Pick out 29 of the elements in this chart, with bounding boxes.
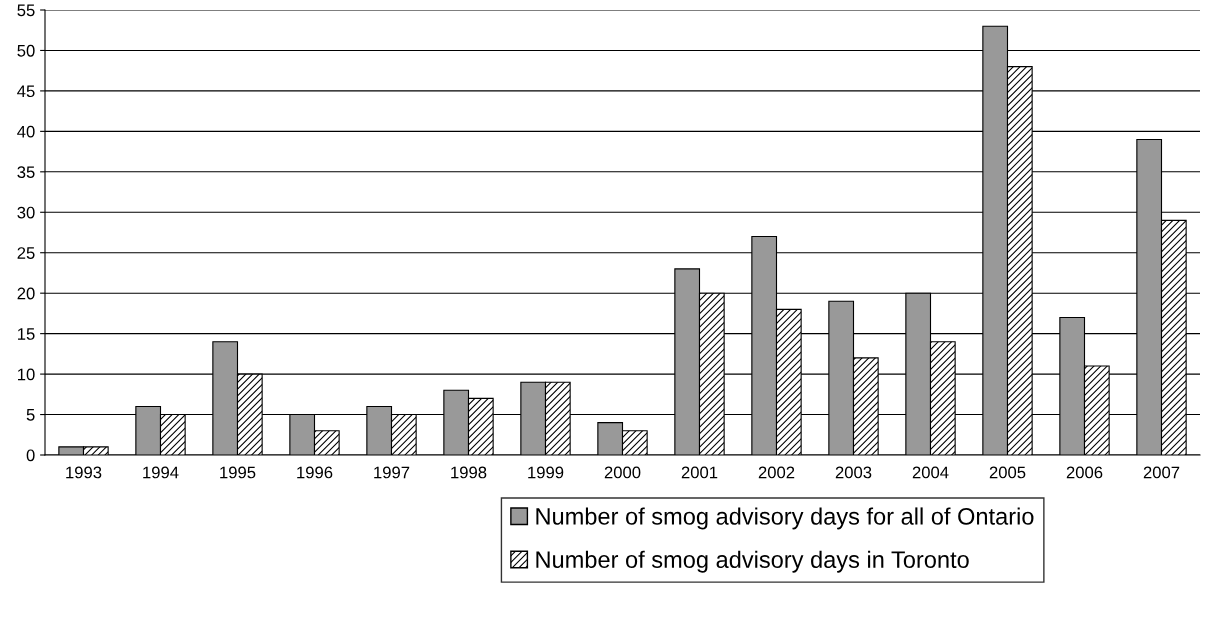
x-tick-label: 1997 (374, 466, 410, 479)
y-tick-label: 55 (17, 4, 35, 17)
x-tick-label: 2001 (681, 466, 718, 479)
y-tick-label: 50 (17, 44, 35, 57)
legend-label: Number of smog advisory days for all of Ontario (536, 507, 1034, 530)
x-tick-label: 2003 (835, 466, 872, 479)
y-tick-label: 0 (26, 449, 35, 462)
x-tick-label: 2007 (1143, 466, 1180, 479)
y-tick-label: 15 (18, 328, 35, 340)
x-tick-label: 2000 (604, 466, 641, 479)
y-tick-label: 10 (18, 368, 35, 381)
x-tick-label: 2004 (912, 466, 949, 479)
y-tick-label: 20 (17, 287, 35, 300)
x-tick-label: 1995 (220, 466, 256, 479)
y-tick-label: 35 (17, 166, 35, 179)
x-tick-label: 1993 (66, 466, 102, 479)
y-tick-label: 30 (17, 206, 35, 219)
y-tick-label: 5 (26, 409, 35, 421)
y-tick-label: 40 (17, 125, 35, 138)
y-tick-label: 25 (17, 247, 35, 259)
x-tick-label: 2002 (758, 466, 795, 479)
y-tick-label: 45 (17, 85, 35, 98)
x-tick-label: 2006 (1066, 466, 1103, 479)
legend-label: Number of smog advisory days in Toronto (536, 550, 969, 573)
x-tick-label: 1999 (528, 466, 564, 479)
x-tick-label: 2005 (989, 466, 1026, 479)
x-tick-label: 1996 (297, 466, 333, 479)
x-tick-label: 1998 (451, 466, 487, 479)
x-tick-label: 1994 (143, 466, 179, 479)
